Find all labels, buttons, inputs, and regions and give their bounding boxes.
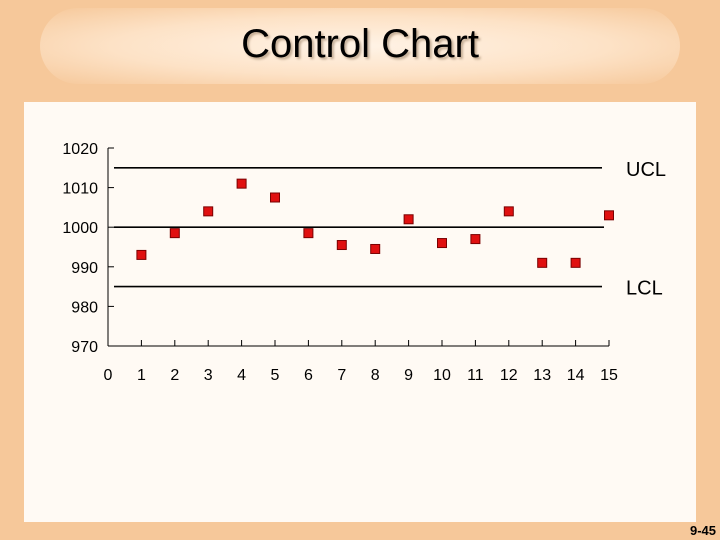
data-point	[136, 249, 147, 260]
data-point	[604, 210, 614, 221]
data-point	[270, 192, 280, 203]
data-point	[437, 238, 447, 249]
data-point	[503, 206, 514, 217]
y-tick-label: 1010	[62, 181, 98, 198]
x-tick-label: 6	[304, 367, 313, 384]
x-tick-label: 5	[271, 367, 280, 384]
data-point	[370, 243, 381, 254]
x-tick-label: 10	[433, 367, 451, 384]
y-tick-label: 1020	[62, 141, 98, 158]
x-tick-label: 3	[204, 367, 213, 384]
x-tick-label: 14	[567, 367, 585, 384]
x-tick-label: 11	[467, 367, 484, 384]
y-tick-label: 980	[71, 299, 98, 316]
x-tick-label: 15	[600, 367, 618, 384]
x-tick-label: 9	[404, 367, 413, 384]
x-tick-label: 4	[237, 367, 246, 384]
lcl-label: LCL	[626, 278, 663, 300]
chart-panel	[24, 102, 696, 522]
ucl-label: UCL	[626, 159, 666, 181]
data-point	[470, 234, 481, 245]
page-title: Control Chart	[241, 22, 479, 66]
y-tick-label: 970	[71, 339, 98, 356]
x-tick-label: 2	[170, 367, 179, 384]
x-tick-label: 0	[104, 367, 113, 384]
data-point	[537, 257, 548, 268]
data-point	[336, 240, 347, 251]
x-tick-label: 1	[137, 367, 146, 384]
data-point	[203, 206, 214, 217]
data-point	[236, 178, 247, 189]
x-tick-label: 7	[337, 367, 346, 384]
y-tick-label: 1000	[62, 220, 98, 237]
y-tick-label: 990	[71, 260, 98, 277]
page-number: 9-45	[689, 523, 716, 538]
data-point	[570, 257, 581, 268]
data-point	[403, 214, 414, 225]
x-tick-label: 8	[371, 367, 380, 384]
title-banner	[40, 8, 680, 84]
x-tick-label: 12	[500, 367, 518, 384]
x-tick-label: 13	[533, 367, 551, 384]
data-point	[169, 228, 180, 239]
data-point	[303, 228, 314, 239]
